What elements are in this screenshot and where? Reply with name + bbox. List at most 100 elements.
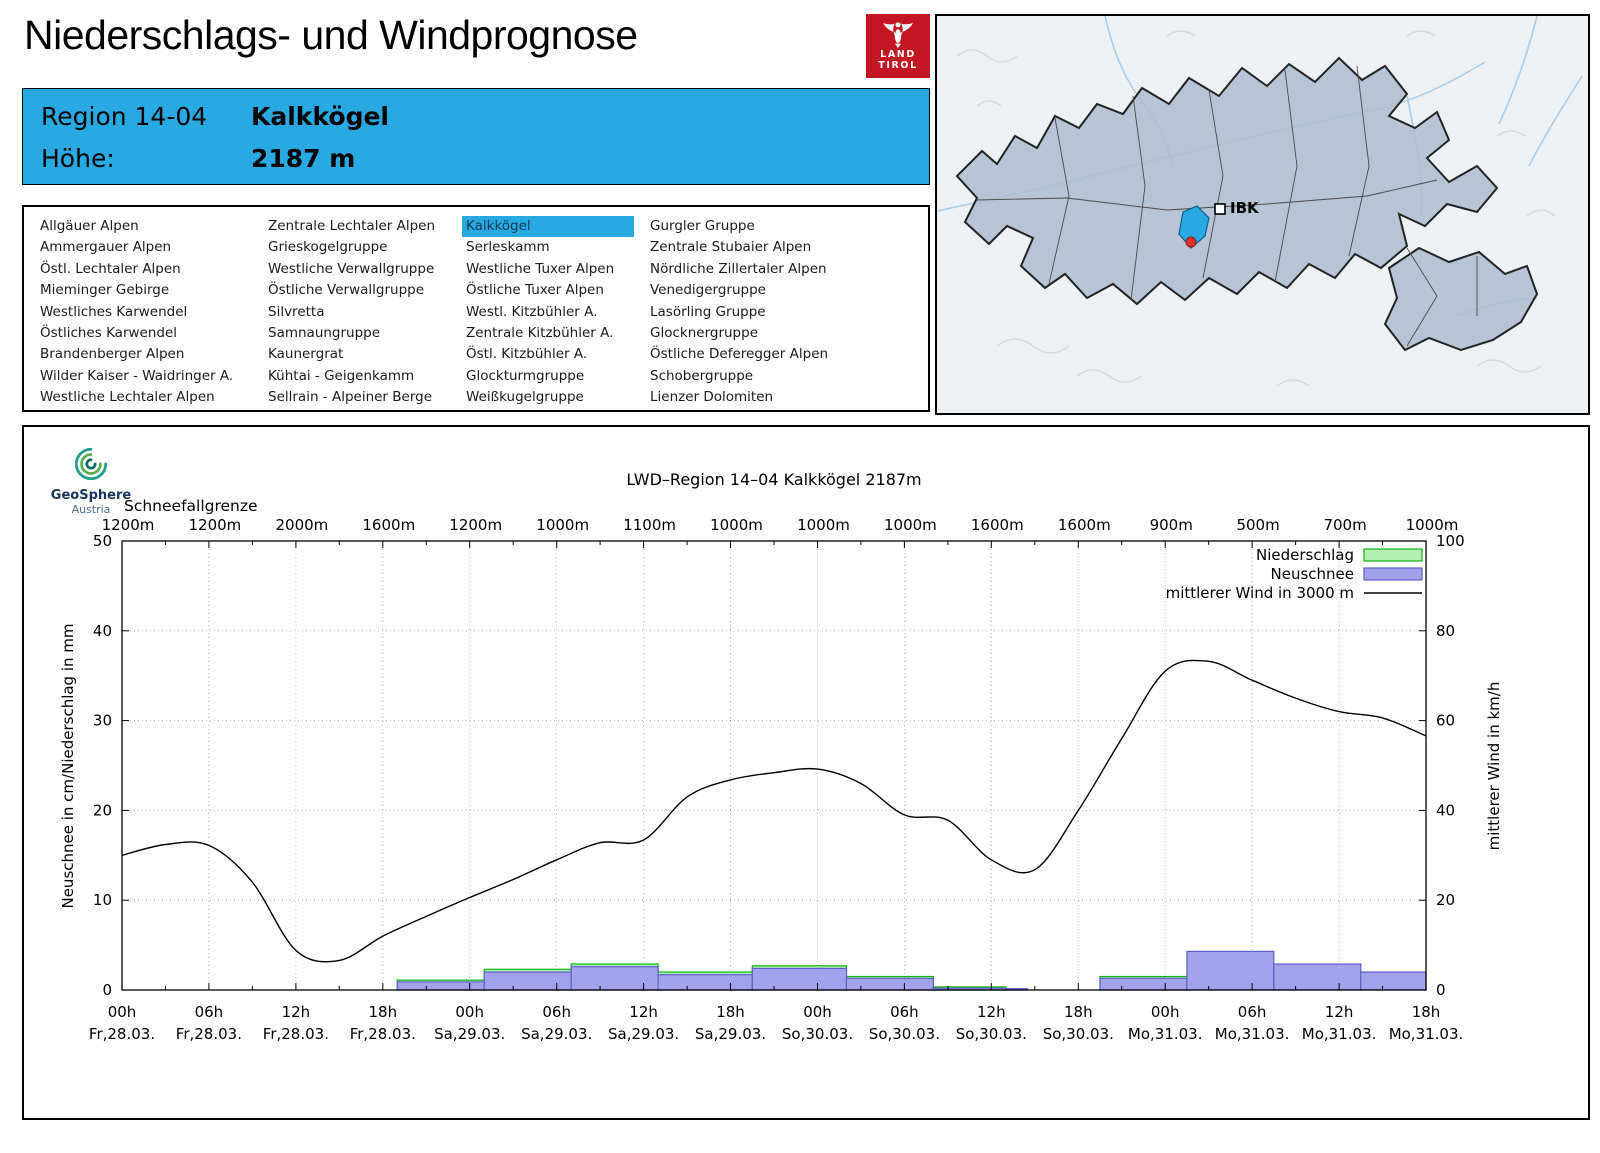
svg-text:1000m: 1000m	[884, 516, 937, 534]
region-list-item[interactable]: Zentrale Lechtaler Alpen	[268, 218, 436, 234]
forecast-chart: GeoSphere Austria Neuschnee in cm/Nieder…	[22, 425, 1590, 1120]
region-list-item[interactable]: Westl. Kitzbühler A.	[466, 303, 598, 320]
region-list-item[interactable]: Östliche Deferegger Alpen	[650, 346, 829, 363]
region-list-column: Allgäuer Alpen Ammergauer Alpen Östl. Lech…	[36, 216, 264, 410]
grid-lines	[122, 541, 1426, 990]
svg-text:50: 50	[93, 532, 112, 550]
region-list-item[interactable]: Silvretta	[268, 303, 325, 320]
svg-text:Sa,29.03.: Sa,29.03.	[434, 1025, 505, 1043]
svg-text:06h: 06h	[1238, 1003, 1267, 1021]
region-list-item[interactable]: Venedigergruppe	[650, 282, 766, 299]
region-list-item[interactable]: Gurgler Gruppe	[650, 218, 755, 234]
region-list-item[interactable]: Östliche Tuxer Alpen	[466, 282, 604, 299]
region-list-item[interactable]: Lienzer Dolomiten	[650, 389, 774, 406]
svg-text:So,30.03.: So,30.03.	[956, 1025, 1027, 1043]
svg-text:So,30.03.: So,30.03.	[1043, 1025, 1114, 1043]
region-list-item[interactable]: Grieskogelgruppe	[268, 239, 388, 256]
map-ibk-marker	[1214, 203, 1226, 215]
svg-text:12h: 12h	[977, 1003, 1006, 1021]
svg-text:1200m: 1200m	[189, 516, 242, 534]
region-list-item[interactable]: Östliches Karwendel	[40, 325, 178, 342]
region-list-item[interactable]: Zentrale Kitzbühler A.	[466, 325, 614, 342]
tirol-eagle-icon	[883, 22, 913, 48]
region-list-item[interactable]: Westliche Tuxer Alpen	[466, 260, 615, 277]
region-list-item[interactable]: Glockturmgruppe	[466, 367, 585, 384]
svg-text:00h: 00h	[108, 1003, 137, 1021]
svg-text:Fr,28.03.: Fr,28.03.	[350, 1025, 416, 1043]
svg-text:Niederschlag: Niederschlag	[1256, 546, 1354, 564]
svg-text:Sa,29.03.: Sa,29.03.	[608, 1025, 679, 1043]
region-list-item[interactable]: Sellrain - Alpeiner Berge	[268, 389, 433, 406]
axis-tick-labels: 0 10 20 30 40 50 0 20 40 60 80 100 00h Fr,28.03. 06h Fr…	[89, 532, 1465, 1043]
svg-text:Fr,28.03.: Fr,28.03.	[89, 1025, 155, 1043]
brand-line2: TIROL	[878, 60, 918, 71]
svg-text:30: 30	[93, 712, 112, 730]
svg-text:00h: 00h	[455, 1003, 484, 1021]
svg-text:1200m: 1200m	[449, 516, 502, 534]
region-list-item[interactable]: Zentrale Stubaier Alpen	[650, 239, 812, 256]
map-north-tirol[interactable]	[955, 56, 1499, 306]
svg-text:Mo,31.03.: Mo,31.03.	[1128, 1025, 1203, 1043]
region-list-item-selected[interactable]: Kalkkögel	[462, 216, 634, 238]
svg-text:1000m: 1000m	[797, 516, 850, 534]
svg-text:1600m: 1600m	[362, 516, 415, 534]
svg-text:So,30.03.: So,30.03.	[782, 1025, 853, 1043]
region-list-item[interactable]: Westliche Lechtaler Alpen	[40, 389, 215, 406]
svg-text:06h: 06h	[890, 1003, 919, 1021]
region-list-item[interactable]: Westliche Verwallgruppe	[268, 260, 435, 277]
region-list-item[interactable]: Mieminger Gebirge	[40, 282, 170, 299]
region-list-item[interactable]: Östl. Lechtaler Alpen	[40, 260, 181, 277]
region-list-column: Zentrale Lechtaler Alpen Grieskogelgruppe…	[264, 216, 462, 410]
tirol-overview-map[interactable]: IBK	[935, 14, 1590, 415]
svg-text:2000m: 2000m	[276, 516, 329, 534]
svg-text:0: 0	[1436, 981, 1446, 999]
svg-text:Mo,31.03.: Mo,31.03.	[1389, 1025, 1464, 1043]
region-list-item[interactable]: Wilder Kaiser - Waidringer A.	[40, 367, 234, 384]
region-list-item[interactable]: Weißkugelgruppe	[466, 389, 584, 406]
map-location-dot	[1185, 236, 1197, 248]
svg-text:20: 20	[1436, 891, 1455, 909]
svg-text:Mo,31.03.: Mo,31.03.	[1302, 1025, 1377, 1043]
region-list-item[interactable]: Allgäuer Alpen	[40, 218, 139, 234]
region-list-item[interactable]: Glocknergruppe	[650, 325, 759, 342]
region-list-item[interactable]: Samnaungruppe	[268, 325, 381, 342]
svg-text:80: 80	[1436, 622, 1455, 640]
region-list-item[interactable]: Östliche Verwallgruppe	[268, 282, 425, 299]
region-list-item[interactable]: Östl. Kitzbühler A.	[466, 346, 588, 363]
region-list-item[interactable]: Kaunergrat	[268, 346, 344, 363]
svg-text:06h: 06h	[542, 1003, 571, 1021]
svg-text:18h: 18h	[369, 1003, 398, 1021]
svg-text:20: 20	[93, 801, 112, 819]
svg-text:100: 100	[1436, 532, 1465, 550]
svg-text:40: 40	[93, 622, 112, 640]
region-list-item[interactable]: Lasörling Gruppe	[650, 303, 766, 320]
svg-text:12h: 12h	[629, 1003, 658, 1021]
region-list-item[interactable]: Ammergauer Alpen	[40, 239, 172, 256]
svg-text:12h: 12h	[1325, 1003, 1354, 1021]
region-info-box: Region 14-04 Kalkkögel Höhe: 2187 m	[22, 88, 930, 185]
svg-text:1000m: 1000m	[710, 516, 763, 534]
svg-text:Sa,29.03.: Sa,29.03.	[521, 1025, 592, 1043]
snowline-label: Schneefallgrenze	[124, 497, 258, 515]
region-list-item[interactable]: Kühtai - Geigenkamm	[268, 367, 415, 384]
svg-text:06h: 06h	[195, 1003, 224, 1021]
region-label: Region 14-04	[41, 102, 208, 131]
svg-text:18h: 18h	[716, 1003, 745, 1021]
region-list-item[interactable]: Nördliche Zillertaler Alpen	[650, 260, 827, 277]
svg-text:10: 10	[93, 891, 112, 909]
map-selected-region[interactable]	[1178, 205, 1210, 249]
svg-text:18h: 18h	[1064, 1003, 1093, 1021]
geosphere-sub: Austria	[71, 503, 111, 516]
svg-text:Neuschnee: Neuschnee	[1271, 565, 1355, 583]
plot-frame	[121, 540, 1427, 991]
region-list-item[interactable]: Brandenberger Alpen	[40, 346, 185, 363]
region-list-item[interactable]: Serleskamm	[466, 239, 550, 256]
svg-text:60: 60	[1436, 712, 1455, 730]
page-title: Niederschlags- und Windprognose	[24, 12, 638, 58]
region-list-item[interactable]: Westliches Karwendel	[40, 303, 188, 320]
region-list-item[interactable]: Schobergruppe	[650, 367, 754, 384]
svg-text:1000m: 1000m	[1406, 516, 1459, 534]
svg-text:Sa,29.03.: Sa,29.03.	[695, 1025, 766, 1043]
